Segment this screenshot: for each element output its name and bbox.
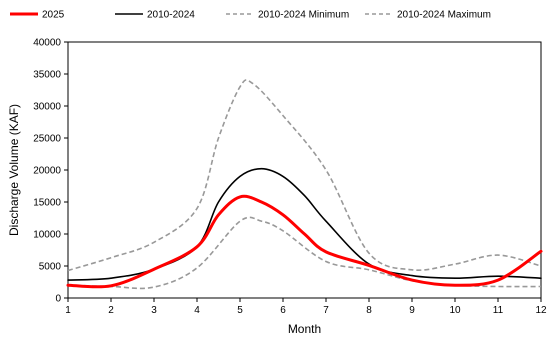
y-tick-label: 10000 <box>33 230 61 241</box>
y-tick-label: 0 <box>55 294 61 305</box>
y-tick-label: 5000 <box>39 262 62 273</box>
legend-label-3: 2010-2024 Maximum <box>397 10 491 21</box>
series-line-0 <box>66 194 543 289</box>
plot-frame <box>67 41 542 299</box>
x-tick-label: 6 <box>280 305 286 316</box>
legend-label-2: 2010-2024 Minimum <box>258 10 349 21</box>
x-tick-label: 7 <box>323 305 329 316</box>
y-tick-label: 20000 <box>33 166 61 177</box>
x-tick-label: 3 <box>151 305 157 316</box>
x-tick-label: 1 <box>65 305 71 316</box>
y-axis-label: Discharge Volume (KAF) <box>7 104 21 236</box>
x-tick-label: 9 <box>409 305 415 316</box>
x-tick-label: 4 <box>194 305 200 316</box>
y-tick-label: 25000 <box>33 134 61 145</box>
x-tick-label: 11 <box>493 305 504 316</box>
x-tick-label: 2 <box>108 305 114 316</box>
x-tick-label: 8 <box>366 305 372 316</box>
plot-border <box>67 41 542 299</box>
x-tick-label: 10 <box>449 305 461 316</box>
legend-label-0: 2025 <box>42 10 65 21</box>
series-line-3 <box>67 79 542 272</box>
legend-label-1: 2010-2024 <box>147 10 195 21</box>
x-tick-label: 5 <box>237 305 243 316</box>
series-layer <box>66 79 543 290</box>
y-tick-label: 35000 <box>33 70 61 81</box>
y-tick-label: 40000 <box>33 38 61 49</box>
x-tick-label: 12 <box>535 305 547 316</box>
legend: 2025 2010-2024 2010-2024 Minimum 2010-2024 … <box>10 10 491 21</box>
series-line-1 <box>67 167 542 281</box>
y-tick-label: 30000 <box>33 102 61 113</box>
x-axis-label: Month <box>288 322 321 336</box>
axis-ticks: 1 2 3 4 5 6 7 8 9 10 11 120500010000150002000025000… <box>33 38 547 317</box>
y-tick-label: 15000 <box>33 198 61 209</box>
